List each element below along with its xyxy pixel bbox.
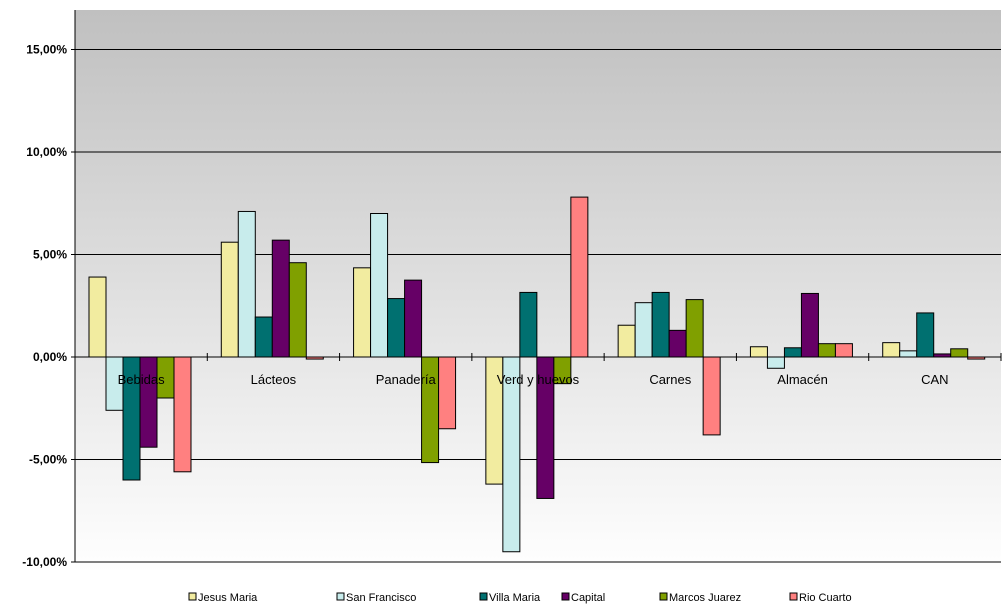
- bar: [288, 262, 307, 358]
- bar: [800, 292, 819, 358]
- legend-swatch: [479, 592, 488, 601]
- y-tick-label: 5,00%: [33, 248, 67, 262]
- bar: [220, 241, 239, 358]
- bar: [967, 356, 986, 360]
- bar: [254, 316, 273, 358]
- category-labels: Bebidas Lácteos Panadería Verd y huevos Carn…: [118, 372, 949, 387]
- bar: [353, 267, 372, 358]
- category-label: Almacén: [777, 372, 828, 387]
- legend: Jesus Maria San Francisco Villa Maria Capit…: [188, 592, 852, 604]
- bar: [817, 343, 836, 358]
- category-label: Panadería: [376, 372, 437, 387]
- bar: [173, 356, 192, 473]
- bar: [570, 196, 589, 358]
- y-axis: -10,00% -5,00% 0,00% 5,00% 10,00% 15,00%: [22, 10, 76, 569]
- bar: [834, 343, 853, 358]
- y-tick-label: 10,00%: [26, 145, 67, 159]
- legend-label: Jesus Maria: [198, 592, 258, 604]
- bar: [634, 302, 653, 358]
- bar: [404, 279, 423, 358]
- legend-label: Marcos Juarez: [669, 592, 741, 604]
- bar: [88, 276, 107, 358]
- category-label: Carnes: [649, 372, 691, 387]
- y-tick-label: 0,00%: [33, 350, 67, 364]
- bar: [933, 353, 952, 358]
- bar: [438, 356, 457, 430]
- y-tick-label: -5,00%: [29, 453, 67, 467]
- category-label: Bebidas: [118, 372, 165, 387]
- bar: [237, 210, 256, 358]
- bar: [305, 356, 324, 360]
- bar: [370, 213, 389, 358]
- bar: [553, 356, 572, 385]
- legend-label: Rio Cuarto: [799, 592, 852, 604]
- bar: [685, 299, 704, 358]
- bar: [899, 350, 918, 358]
- category-label: CAN: [921, 372, 948, 387]
- legend-swatch: [188, 592, 197, 601]
- bar: [502, 356, 521, 553]
- legend-label: Villa Maria: [489, 592, 541, 604]
- bar: [617, 324, 636, 358]
- bars: [88, 196, 1002, 553]
- y-tick-label: 15,00%: [26, 43, 67, 57]
- bar: [783, 347, 802, 358]
- legend-swatch: [789, 592, 798, 601]
- bar: [668, 329, 687, 358]
- category-label: Lácteos: [251, 372, 297, 387]
- legend-label: Capital: [571, 592, 605, 604]
- bar: [882, 342, 901, 358]
- bar: [139, 356, 158, 448]
- bar: [702, 356, 721, 436]
- bar: [536, 356, 555, 499]
- bar: [651, 291, 670, 358]
- legend-label: San Francisco: [346, 592, 416, 604]
- legend-swatch: [336, 592, 345, 601]
- y-tick-label: -10,00%: [22, 555, 67, 569]
- bar: [916, 312, 935, 358]
- category-label: Verd y huevos: [497, 372, 580, 387]
- bar: [387, 298, 406, 358]
- bar: [766, 356, 785, 369]
- legend-swatch: [561, 592, 570, 601]
- legend-swatch: [659, 592, 668, 601]
- bar: [519, 291, 538, 358]
- bar: [271, 239, 290, 358]
- bar: [950, 348, 969, 358]
- bar: [749, 346, 768, 358]
